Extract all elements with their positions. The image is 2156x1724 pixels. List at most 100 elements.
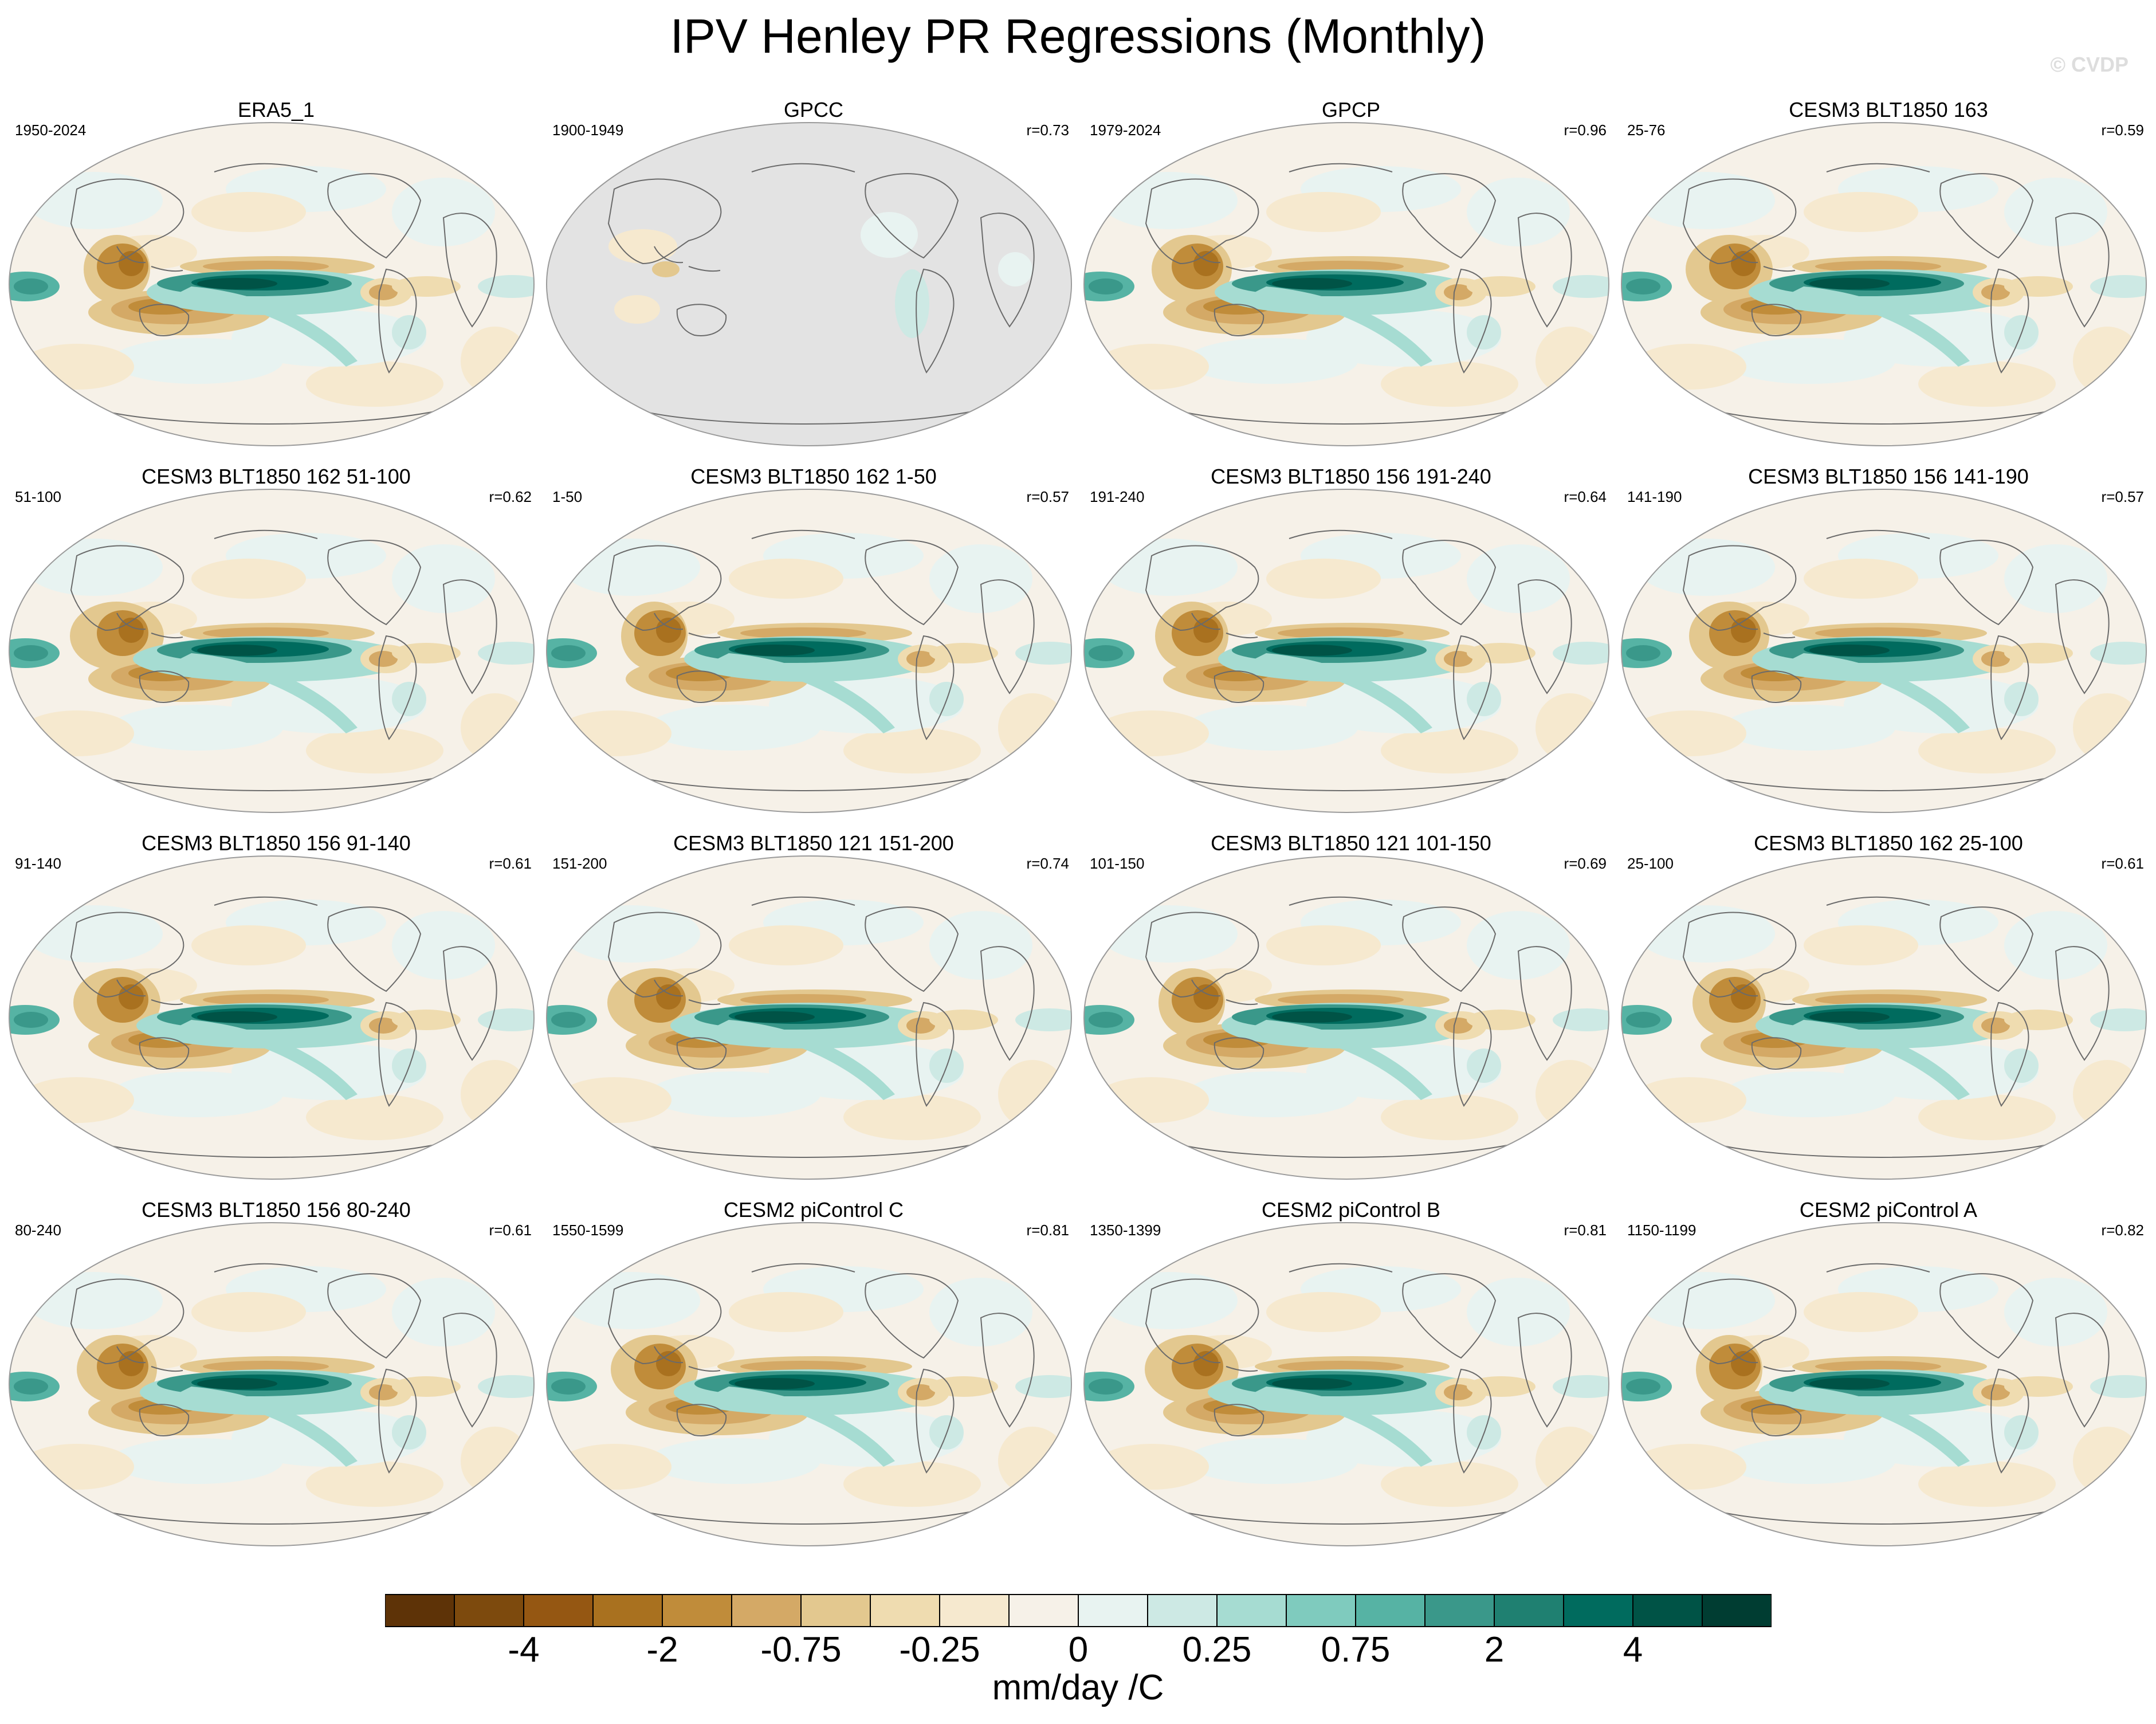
- colorbar-swatch: [1356, 1595, 1425, 1627]
- panel-period: 141-190: [1627, 488, 1682, 505]
- panel-period: 1900-1949: [552, 121, 623, 139]
- colorbar-swatch: [1148, 1595, 1217, 1627]
- colorbar-swatch: [524, 1595, 593, 1627]
- panel-period: 80-240: [15, 1222, 61, 1239]
- colorbar-swatch: [1286, 1595, 1356, 1627]
- panel-title: CESM2 piControl B: [1083, 1197, 1619, 1223]
- map-panel: CESM3 BLT1850 121 151-200 151-200 r=0.74: [545, 831, 1082, 1186]
- panel-correlation: r=0.81: [1564, 1222, 1607, 1239]
- panel-title: CESM3 BLT1850 156 141-190: [1620, 464, 2156, 489]
- globe-map-icon: [545, 1220, 1073, 1548]
- figure-title: IPV Henley PR Regressions (Monthly): [0, 5, 2156, 68]
- panel-title: CESM3 BLT1850 121 151-200: [545, 831, 1082, 856]
- colorbar-tick-label: -4: [461, 1629, 587, 1671]
- panel-correlation: r=0.61: [489, 1222, 532, 1239]
- cvdp-watermark: © CVDP: [2050, 53, 2128, 77]
- panel-period: 1-50: [552, 488, 582, 505]
- colorbar-tick-label: -0.25: [877, 1629, 1003, 1671]
- map-panel: CESM2 piControl B 1350-1399 r=0.81: [1083, 1197, 1619, 1553]
- colorbar-swatch: [1425, 1595, 1494, 1627]
- panel-correlation: r=0.61: [489, 855, 532, 872]
- globe-map-icon: [1083, 487, 1610, 815]
- panel-period: 91-140: [15, 855, 61, 872]
- panel-title: GPCC: [545, 97, 1082, 123]
- colorbar-swatch: [1009, 1595, 1078, 1627]
- panel-period: 1950-2024: [15, 121, 86, 139]
- globe-map-icon: [1083, 854, 1610, 1181]
- colorbar-units-label: mm/day /C: [0, 1667, 2156, 1709]
- panel-correlation: r=0.81: [1027, 1222, 1069, 1239]
- map-panel: CESM3 BLT1850 156 80-240 80-240 r=0.61: [8, 1197, 544, 1553]
- colorbar-swatch: [1078, 1595, 1148, 1627]
- colorbar-swatch: [662, 1595, 732, 1627]
- map-panel: GPCP 1979-2024 r=0.96: [1083, 97, 1619, 453]
- panel-period: 25-76: [1627, 121, 1666, 139]
- colorbar-swatch: [1494, 1595, 1564, 1627]
- panel-correlation: r=0.69: [1564, 855, 1607, 872]
- panel-period: 151-200: [552, 855, 607, 872]
- colorbar-swatch: [593, 1595, 662, 1627]
- globe-map-icon: [545, 120, 1073, 448]
- colorbar-tick-label: 4: [1570, 1629, 1696, 1671]
- map-panel: CESM3 BLT1850 156 91-140 91-140 r=0.61: [8, 831, 544, 1186]
- colorbar-tick-label: 0.25: [1154, 1629, 1280, 1671]
- panel-title: ERA5_1: [8, 97, 544, 123]
- panel-period: 1979-2024: [1090, 121, 1161, 139]
- colorbar-swatch: [801, 1595, 870, 1627]
- map-panel: CESM2 piControl A 1150-1199 r=0.82: [1620, 1197, 2156, 1553]
- panel-title: CESM3 BLT1850 163: [1620, 97, 2156, 123]
- map-panel: CESM3 BLT1850 156 191-240 191-240 r=0.64: [1083, 464, 1619, 819]
- panel-title: CESM3 BLT1850 121 101-150: [1083, 831, 1619, 856]
- map-panel: ERA5_1 1950-2024: [8, 97, 544, 453]
- map-panel: CESM3 BLT1850 162 51-100 51-100 r=0.62: [8, 464, 544, 819]
- colorbar-swatch: [454, 1595, 524, 1627]
- colorbar-swatch: [1217, 1595, 1286, 1627]
- panel-correlation: r=0.62: [489, 488, 532, 505]
- panel-title: CESM3 BLT1850 162 51-100: [8, 464, 544, 489]
- globe-map-icon: [8, 854, 535, 1181]
- panel-title: CESM3 BLT1850 156 80-240: [8, 1197, 544, 1223]
- panel-correlation: r=0.96: [1564, 121, 1607, 139]
- colorbar-swatch: [1633, 1595, 1702, 1627]
- globe-map-icon: [545, 854, 1073, 1181]
- panel-period: 1150-1199: [1627, 1222, 1696, 1239]
- panel-correlation: r=0.61: [2102, 855, 2144, 872]
- panel-correlation: r=0.59: [2102, 121, 2144, 139]
- colorbar-tick-label: 0.75: [1293, 1629, 1419, 1671]
- globe-map-icon: [1620, 854, 2147, 1181]
- map-panel: CESM3 BLT1850 162 25-100 25-100 r=0.61: [1620, 831, 2156, 1186]
- colorbar-swatch: [1702, 1595, 1772, 1627]
- colorbar-tick-label: 2: [1431, 1629, 1557, 1671]
- globe-map-icon: [545, 487, 1073, 815]
- colorbar-swatch: [732, 1595, 801, 1627]
- panel-title: CESM3 BLT1850 156 91-140: [8, 831, 544, 856]
- panel-title: CESM3 BLT1850 162 1-50: [545, 464, 1082, 489]
- panel-period: 1550-1599: [552, 1222, 623, 1239]
- panel-title: CESM2 piControl C: [545, 1197, 1082, 1223]
- globe-map-icon: [8, 1220, 535, 1548]
- map-panel: GPCC 1900-1949 r=0.73: [545, 97, 1082, 453]
- map-panel: CESM3 BLT1850 156 141-190 141-190 r=0.57: [1620, 464, 2156, 819]
- globe-map-icon: [1620, 1220, 2147, 1548]
- panel-period: 191-240: [1090, 488, 1144, 505]
- panel-period: 101-150: [1090, 855, 1144, 872]
- panel-title: GPCP: [1083, 97, 1619, 123]
- globe-map-icon: [1620, 120, 2147, 448]
- globe-map-icon: [8, 120, 535, 448]
- panel-correlation: r=0.82: [2102, 1222, 2144, 1239]
- colorbar-tick-label: 0: [1015, 1629, 1141, 1671]
- panel-correlation: r=0.74: [1027, 855, 1069, 872]
- map-panel: CESM3 BLT1850 163 25-76 r=0.59: [1620, 97, 2156, 453]
- panel-correlation: r=0.64: [1564, 488, 1607, 505]
- panel-title: CESM3 BLT1850 156 191-240: [1083, 464, 1619, 489]
- map-panel: CESM2 piControl C 1550-1599 r=0.81: [545, 1197, 1082, 1553]
- panel-title: CESM3 BLT1850 162 25-100: [1620, 831, 2156, 856]
- colorbar-tick-label: -2: [599, 1629, 725, 1671]
- colorbar: [385, 1593, 1772, 1629]
- globe-map-icon: [1620, 487, 2147, 815]
- colorbar-swatch: [1564, 1595, 1633, 1627]
- globe-map-icon: [1083, 1220, 1610, 1548]
- map-panel: CESM3 BLT1850 121 101-150 101-150 r=0.69: [1083, 831, 1619, 1186]
- colorbar-swatch: [940, 1595, 1009, 1627]
- panel-correlation: r=0.57: [2102, 488, 2144, 505]
